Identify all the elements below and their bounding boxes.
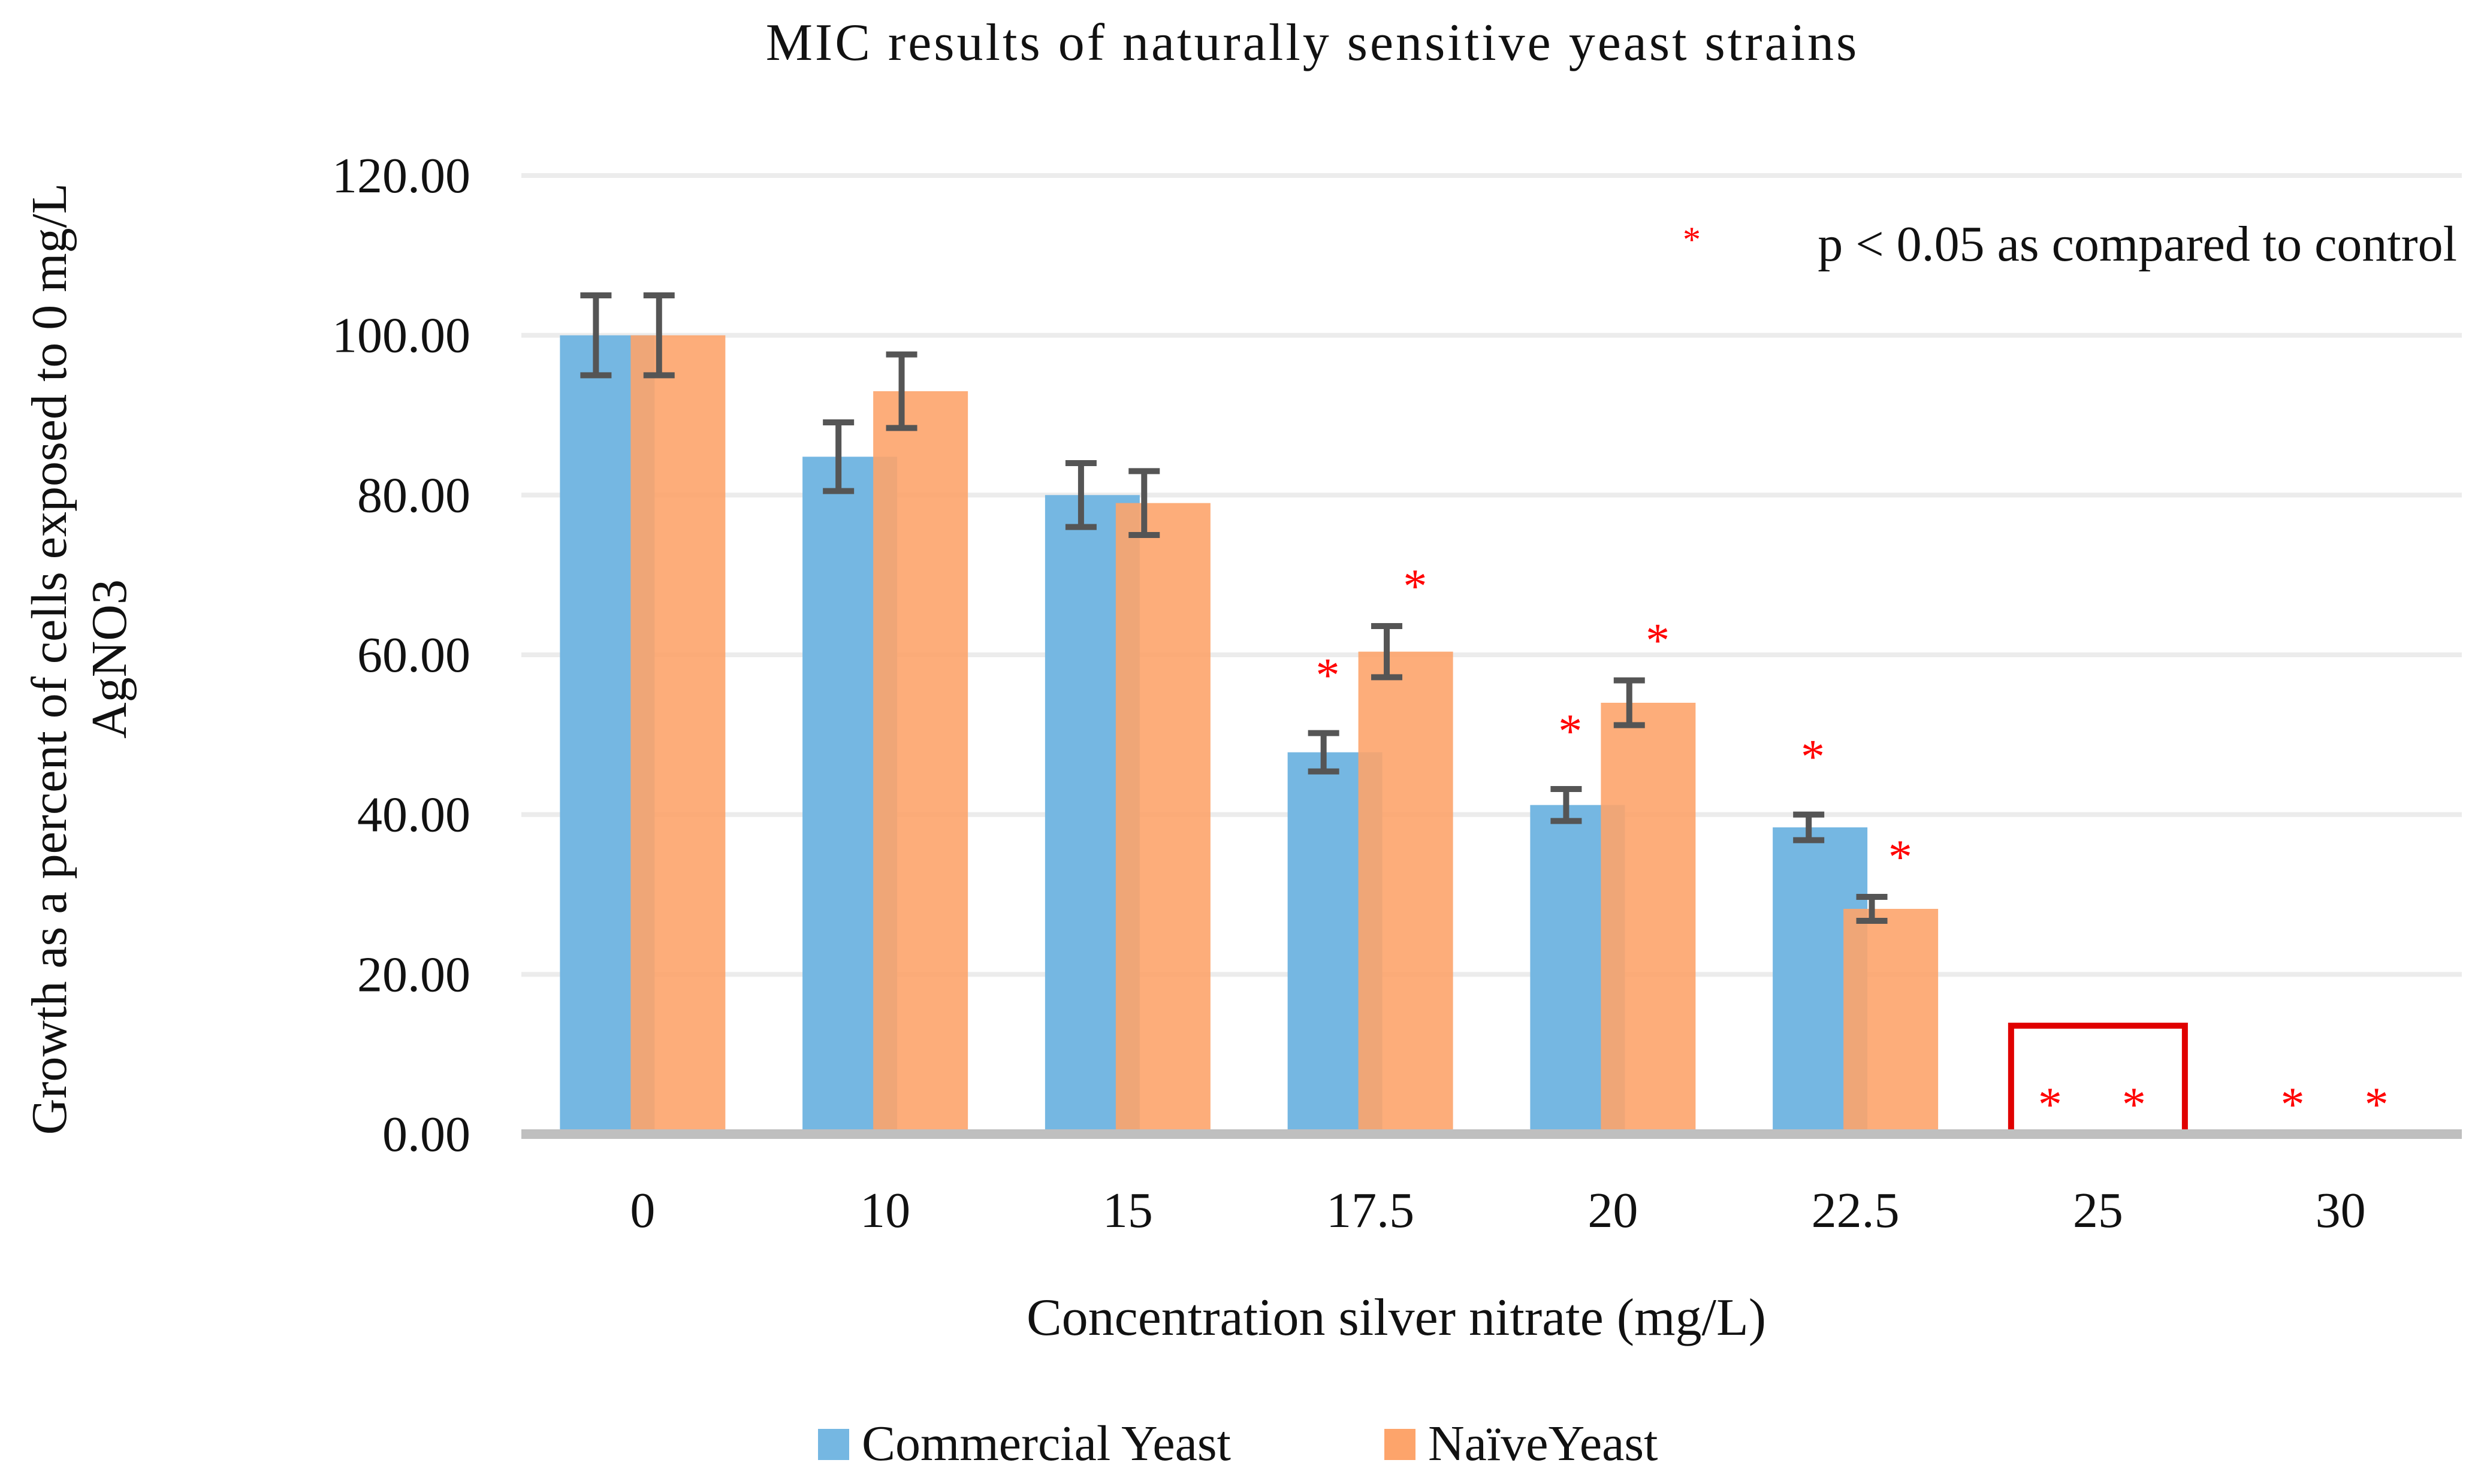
significance-asterisk: * — [2365, 1078, 2389, 1131]
legend: Commercial Yeast NaïveYeast — [818, 1416, 1658, 1471]
bar-naive — [630, 335, 726, 1134]
significance-asterisk: * — [1888, 831, 1912, 884]
y-axis-label-line1: Growth as a percent of cells exposed to … — [22, 183, 77, 1135]
significance-asterisk: * — [1558, 705, 1582, 758]
bar-naive — [873, 391, 968, 1134]
x-tick-label: 25 — [2073, 1183, 2123, 1238]
error-bar — [1793, 811, 1825, 844]
x-tick-label: 10 — [860, 1183, 910, 1238]
error-bar — [1856, 894, 1888, 924]
x-tick-label: 22.5 — [1812, 1183, 1900, 1238]
bar-naive — [1115, 503, 1211, 1134]
bar-naive — [1843, 909, 1939, 1134]
significance-asterisk: * — [2038, 1078, 2062, 1131]
significance-asterisk: * — [1403, 560, 1427, 613]
y-tick-label: 40.00 — [357, 787, 470, 843]
significance-asterisk: * — [1801, 731, 1825, 784]
significance-asterisk: * — [2122, 1078, 2146, 1131]
bar-naive — [1358, 651, 1453, 1134]
error-bar — [1371, 623, 1403, 681]
x-tick-label: 0 — [630, 1183, 655, 1238]
legend-label-commercial: Commercial Yeast — [862, 1416, 1231, 1471]
error-bar — [1065, 460, 1097, 530]
error-bar — [823, 419, 855, 494]
error-bar — [1308, 730, 1339, 775]
y-tick-label: 0.00 — [382, 1107, 470, 1162]
legend-label-naive: NaïveYeast — [1428, 1416, 1658, 1471]
error-bar — [886, 351, 917, 431]
significance-asterisk: * — [2281, 1078, 2305, 1131]
legend-swatch-naive — [1384, 1429, 1415, 1460]
error-bar — [580, 292, 612, 379]
y-axis-label-line2: AgNO3 — [82, 579, 137, 739]
y-tick-label: 20.00 — [357, 947, 470, 1002]
significance-asterisk: * — [1316, 649, 1340, 702]
highlight-box — [2008, 1023, 2188, 1138]
error-bar — [1128, 468, 1160, 538]
x-tick-label: 20 — [1587, 1183, 1638, 1238]
x-tick-label: 15 — [1103, 1183, 1153, 1238]
chart-title: MIC results of naturally sensitive yeast… — [766, 14, 1860, 72]
significance-marker: * — [1683, 220, 1701, 259]
x-tick-label: 17.5 — [1326, 1183, 1414, 1238]
significance-text: p < 0.05 as compared to control — [1818, 216, 2457, 272]
x-tick-label: 30 — [2316, 1183, 2366, 1238]
error-bar — [1550, 786, 1582, 824]
error-bar — [643, 292, 675, 379]
error-bar — [1613, 677, 1645, 729]
y-tick-label: 100.00 — [332, 308, 470, 364]
y-tick-label: 80.00 — [357, 467, 470, 523]
significance-asterisk: * — [1646, 615, 1670, 667]
legend-swatch-commercial — [818, 1429, 849, 1460]
bar-naive — [1601, 703, 1696, 1134]
x-axis-label: Concentration silver nitrate (mg/L) — [1027, 1289, 1766, 1347]
y-tick-label: 60.00 — [357, 627, 470, 683]
significance-note: * p < 0.05 as compared to control — [1683, 216, 2457, 272]
y-tick-label: 120.00 — [332, 148, 470, 204]
